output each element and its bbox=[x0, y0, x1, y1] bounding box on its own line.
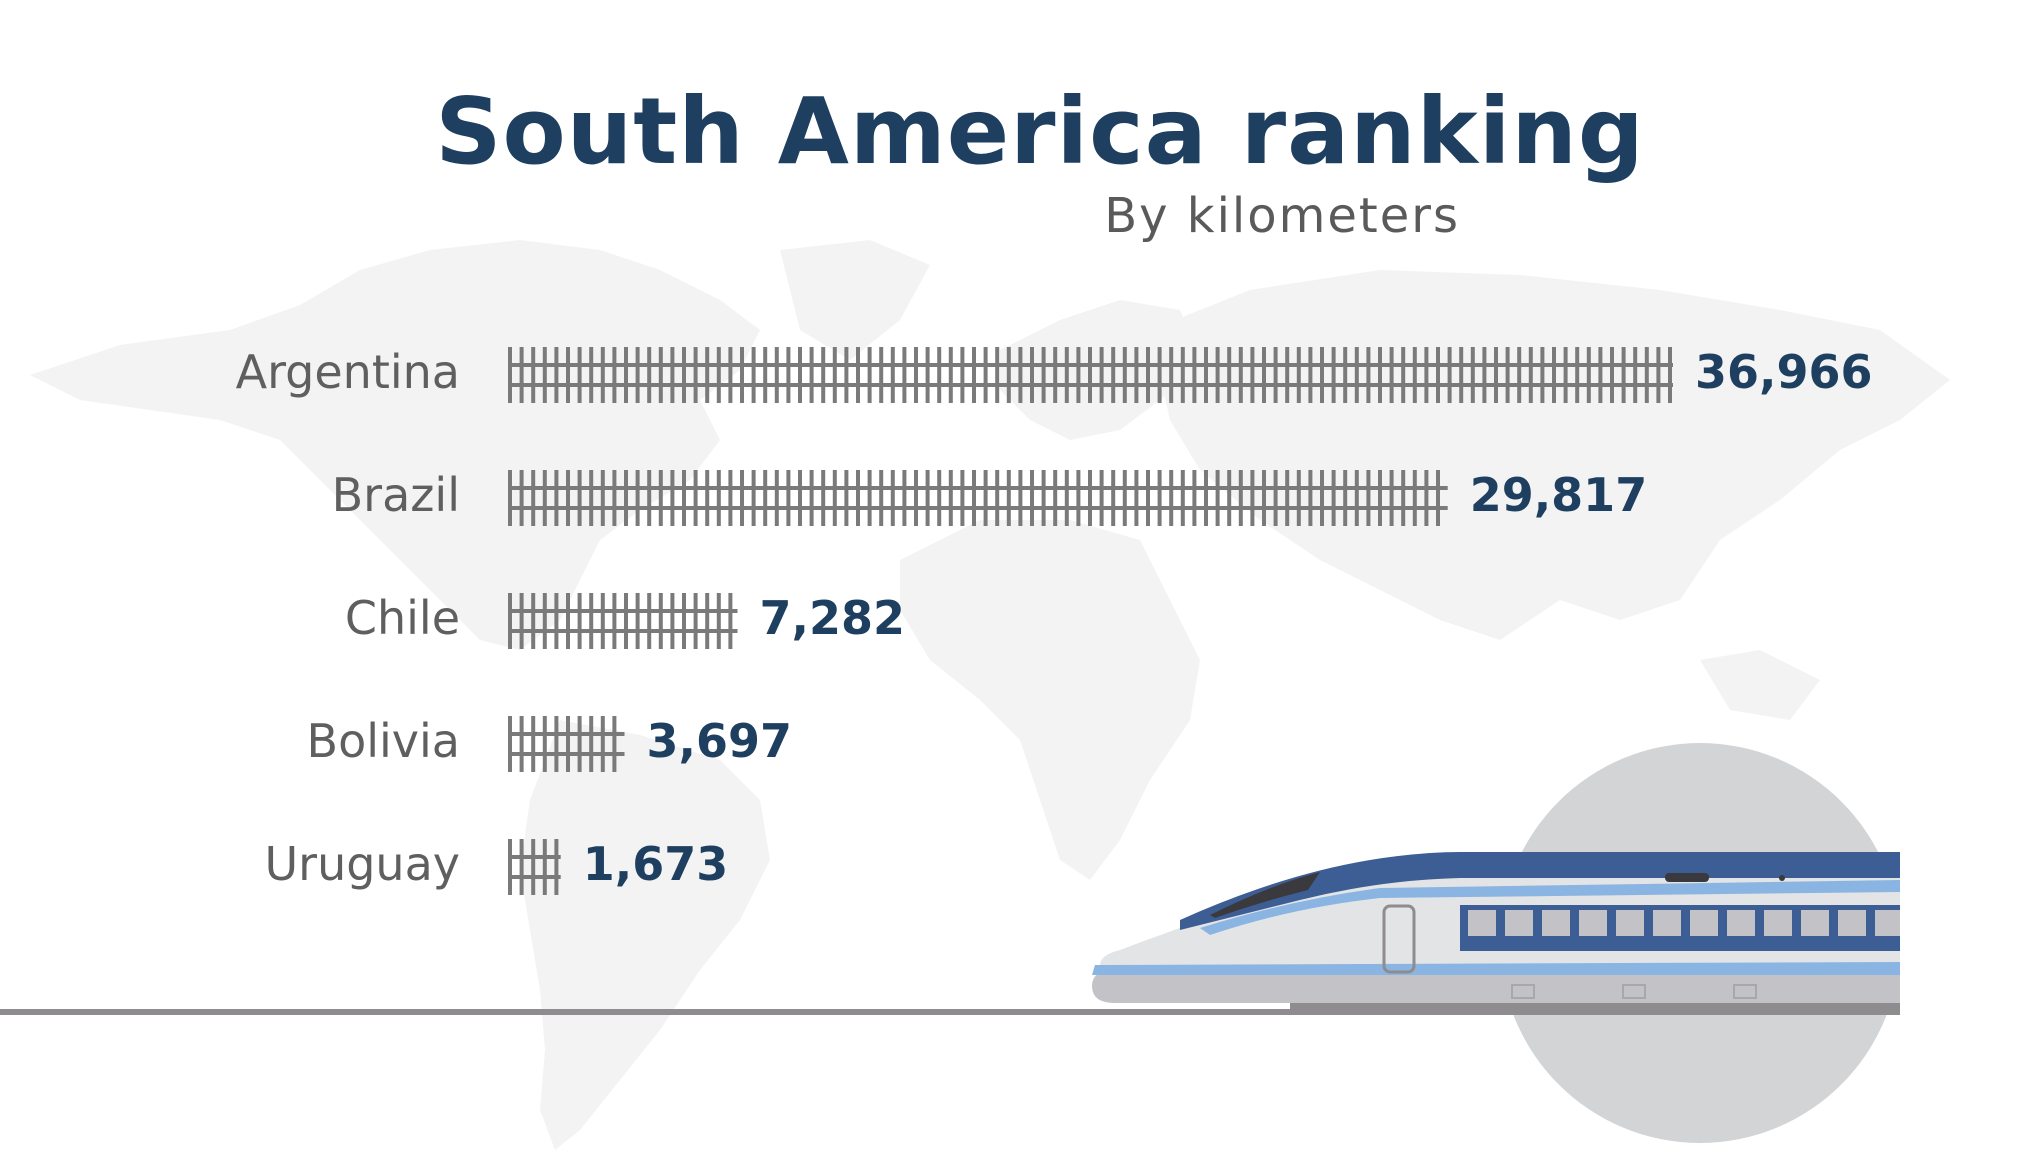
chart-subtitle: By kilometers bbox=[1104, 188, 1460, 244]
value-label: 3,697 bbox=[646, 714, 793, 768]
bar-argentina bbox=[508, 347, 1673, 403]
value-label: 36,966 bbox=[1695, 345, 1873, 399]
category-label: Uruguay bbox=[264, 837, 461, 891]
value-label: 29,817 bbox=[1469, 468, 1648, 522]
value-label: 1,673 bbox=[582, 837, 729, 891]
category-label: Argentina bbox=[235, 345, 460, 399]
value-label: 7,282 bbox=[759, 591, 905, 645]
category-label: Brazil bbox=[331, 468, 460, 522]
bar-uruguay bbox=[508, 839, 561, 895]
bar-bolivia bbox=[508, 716, 625, 772]
category-label: Bolivia bbox=[306, 714, 460, 768]
chart-title: South America ranking bbox=[435, 78, 1645, 185]
category-label: Chile bbox=[344, 591, 460, 645]
bar-brazil bbox=[508, 470, 1448, 526]
bar-chile bbox=[508, 593, 738, 649]
